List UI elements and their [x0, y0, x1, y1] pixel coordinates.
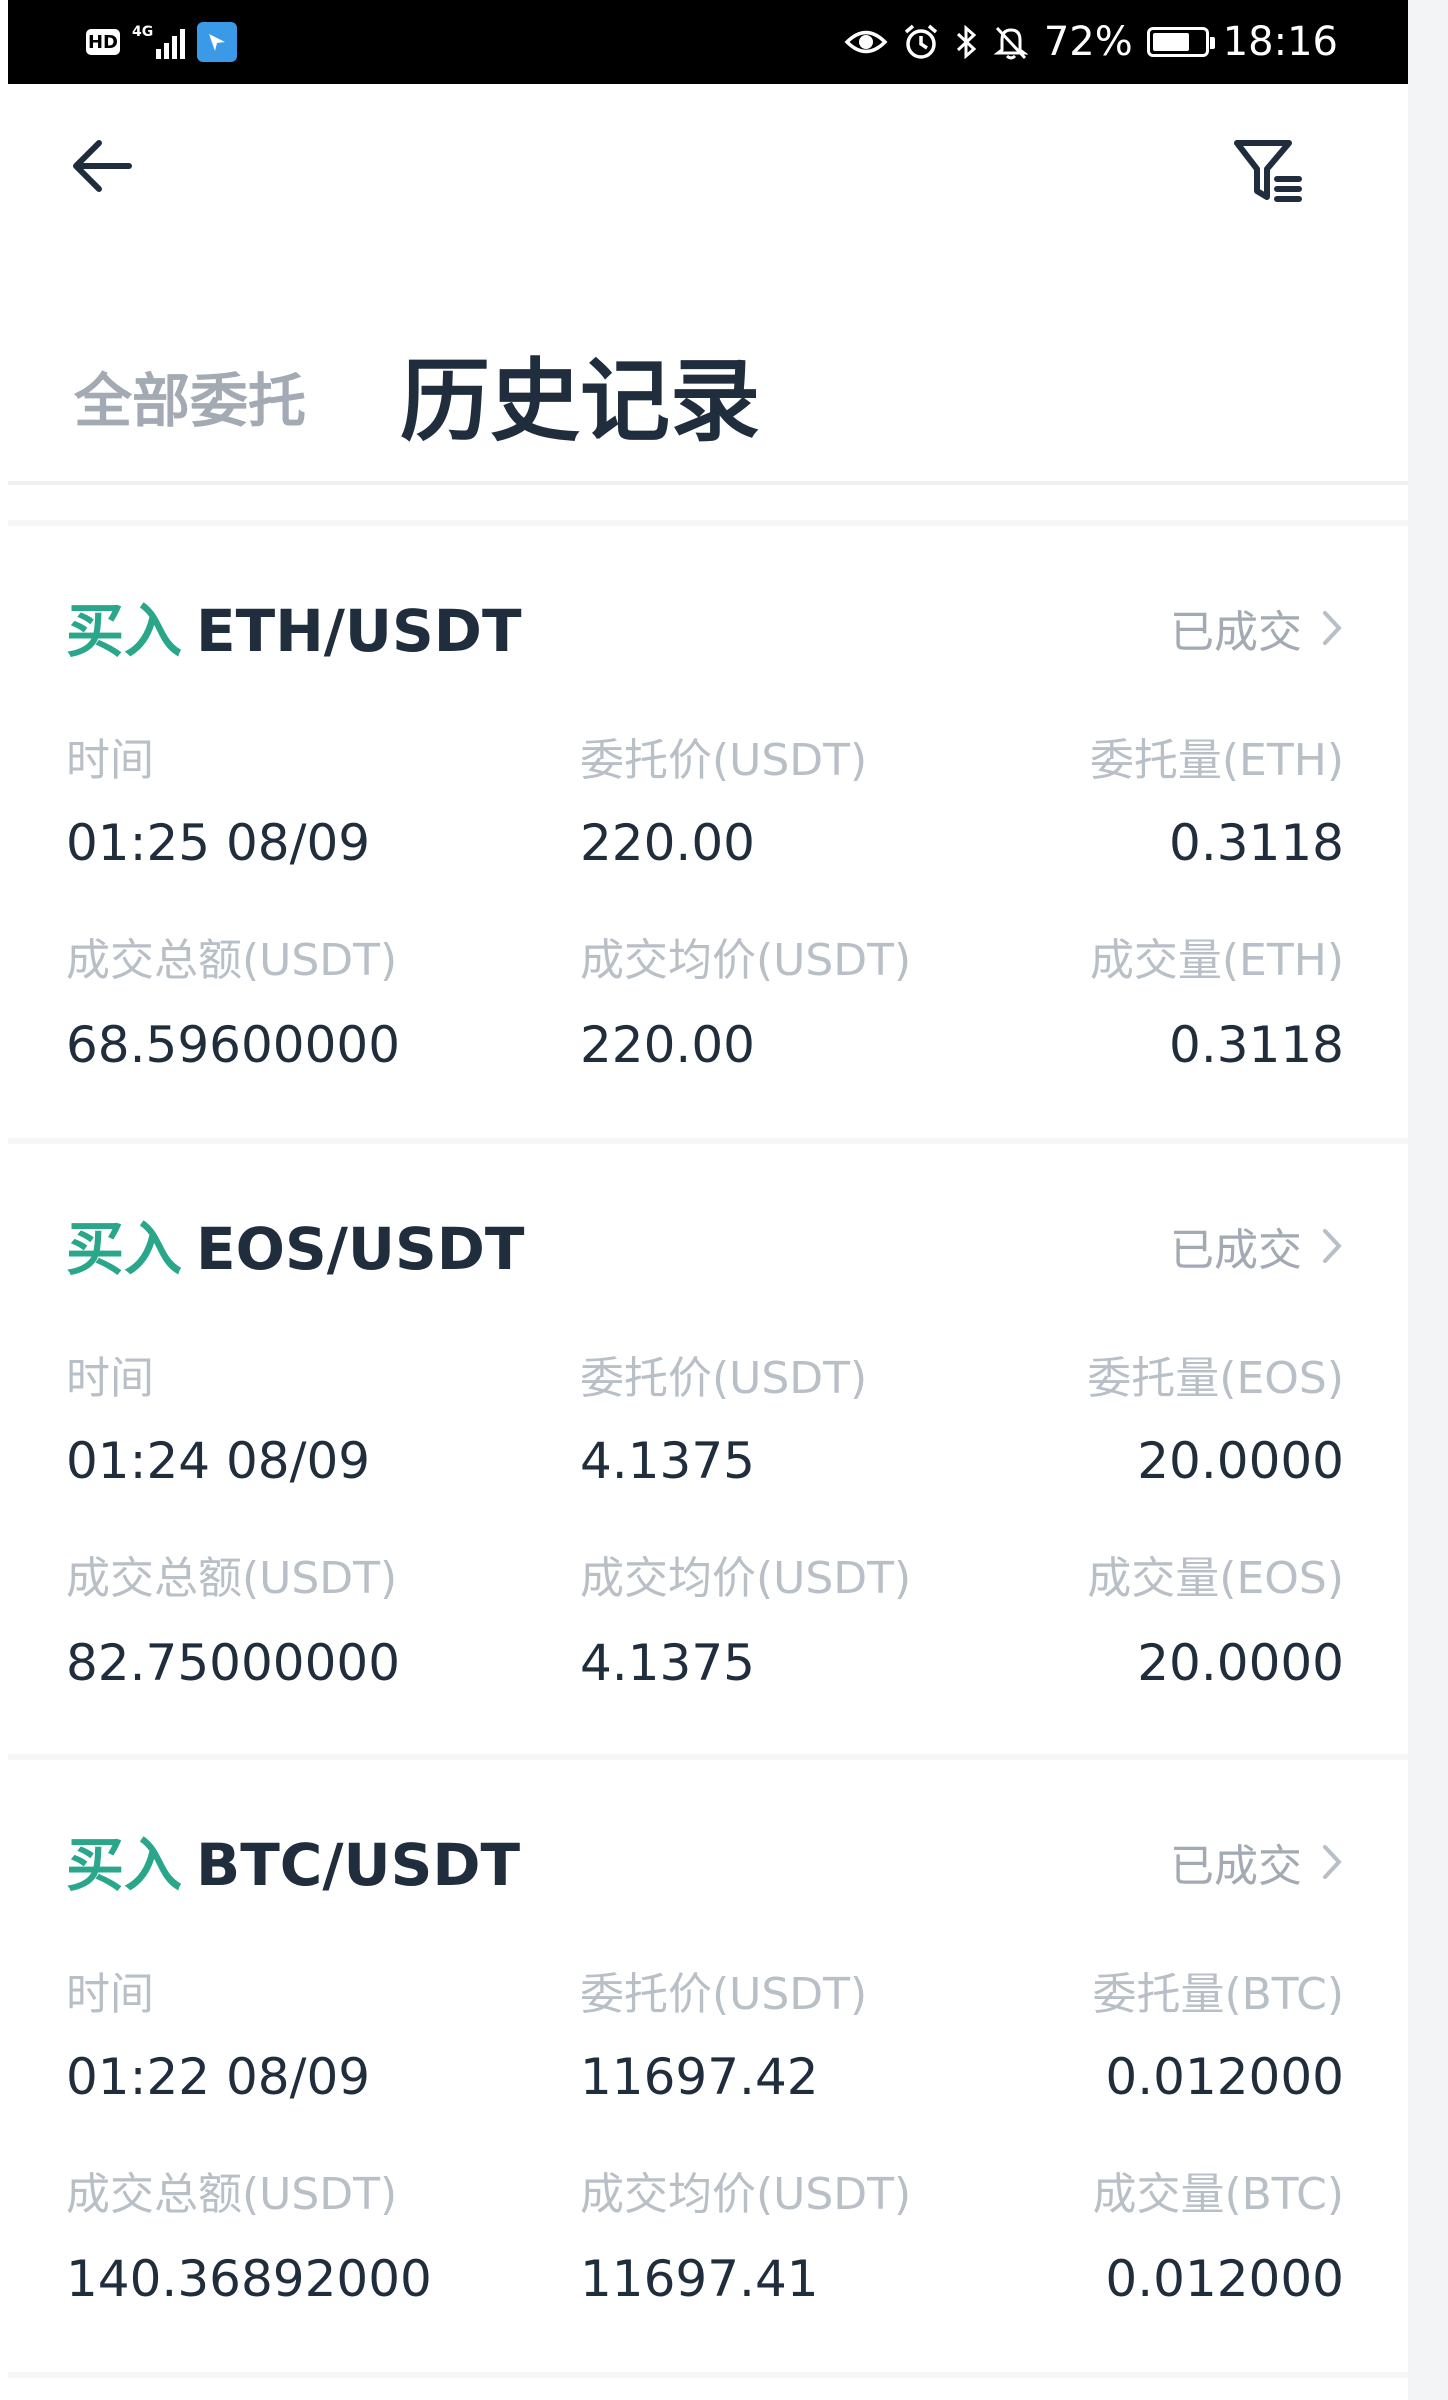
- price-value: 11697.42: [580, 2048, 819, 2106]
- signal-bar: [172, 36, 178, 59]
- trading-pair: BTC/USDT: [196, 1831, 521, 1899]
- tab-all-orders[interactable]: 全部委托: [74, 367, 307, 435]
- price-label: 委托价(USDT): [580, 1969, 868, 2020]
- divider: [8, 481, 1408, 485]
- status-bar-right: 72% 18:16: [844, 14, 1338, 70]
- filter-icon: [1234, 140, 1302, 202]
- filled-value: 0.012000: [1105, 2250, 1344, 2308]
- order-side: 买入: [66, 1215, 183, 1283]
- filled-label: 成交量(BTC): [1092, 2169, 1344, 2220]
- screen-edge: [1408, 0, 1448, 2400]
- alarm-icon: [902, 23, 940, 61]
- avg-price-label: 成交均价(USDT): [580, 1553, 912, 1604]
- signal-bar: [164, 43, 170, 59]
- total-label: 成交总额(USDT): [66, 2169, 398, 2220]
- order-title: 买入 EOS/USDT: [66, 1202, 524, 1286]
- divider: [8, 1138, 1408, 1144]
- total-value: 82.75000000: [66, 1634, 401, 1692]
- back-button[interactable]: [62, 126, 142, 206]
- filled-value: 0.3118: [1169, 1016, 1344, 1074]
- signal-bar: [180, 29, 186, 59]
- signal-bar: [156, 49, 162, 59]
- amount-value: 0.012000: [1105, 2048, 1344, 2106]
- battery-percent: 72%: [1043, 19, 1133, 65]
- muted-bell-icon: [992, 23, 1030, 61]
- signal-strength-icon: 4G: [132, 24, 186, 59]
- trading-pair: EOS/USDT: [196, 1215, 525, 1283]
- chevron-right-icon: [1323, 611, 1342, 645]
- order-status: 已成交: [1170, 607, 1302, 658]
- order-card-btc[interactable]: 买入 BTC/USDT 已成交 时间 委托价(USDT) 委托量(BTC) 01:…: [8, 1760, 1408, 2372]
- eye-icon: [844, 25, 888, 59]
- order-status-link[interactable]: 已成交: [1170, 596, 1344, 660]
- status-bar-left: HD 4G: [86, 14, 238, 70]
- app-screen: HD 4G: [8, 0, 1408, 2400]
- order-title: 买入 BTC/USDT: [66, 1818, 520, 1902]
- filled-label: 成交量(EOS): [1087, 1553, 1344, 1604]
- order-status-link[interactable]: 已成交: [1170, 1214, 1344, 1278]
- time-label: 时间: [66, 1969, 154, 2020]
- amount-label: 委托量(BTC): [1092, 1969, 1344, 2020]
- avg-price-label: 成交均价(USDT): [580, 2169, 912, 2220]
- total-label: 成交总额(USDT): [66, 935, 398, 986]
- avg-price-value: 4.1375: [580, 1634, 755, 1692]
- clock-time: 18:16: [1222, 19, 1338, 65]
- order-status: 已成交: [1170, 1225, 1302, 1276]
- trading-pair: ETH/USDT: [196, 597, 522, 665]
- arrow-left-icon: [73, 140, 132, 192]
- time-value: 01:25 08/09: [66, 814, 371, 872]
- price-value: 220.00: [580, 814, 755, 872]
- bluetooth-icon: [954, 23, 978, 61]
- divider: [8, 1754, 1408, 1760]
- network-type-label: 4G: [132, 24, 154, 40]
- total-value: 140.36892000: [66, 2250, 432, 2308]
- filled-label: 成交量(ETH): [1089, 935, 1344, 986]
- filled-value: 20.0000: [1137, 1634, 1344, 1692]
- amount-value: 0.3118: [1169, 814, 1344, 872]
- status-bar: HD 4G: [8, 0, 1408, 84]
- order-tabs: 全部委托 历史记录: [66, 318, 1366, 458]
- avg-price-value: 11697.41: [580, 2250, 819, 2308]
- order-status-link[interactable]: 已成交: [1170, 1830, 1344, 1894]
- order-side: 买入: [66, 597, 183, 665]
- hd-badge: HD: [86, 29, 120, 55]
- price-label: 委托价(USDT): [580, 735, 868, 786]
- chevron-right-icon: [1323, 1845, 1342, 1879]
- total-value: 68.59600000: [66, 1016, 401, 1074]
- order-card-eth[interactable]: 买入 ETH/USDT 已成交 时间 委托价(USDT) 委托量(ETH) 01:…: [8, 526, 1408, 1138]
- time-label: 时间: [66, 1353, 154, 1404]
- price-value: 4.1375: [580, 1432, 755, 1490]
- order-card-eos[interactable]: 买入 EOS/USDT 已成交 时间 委托价(USDT) 委托量(EOS) 01:…: [8, 1144, 1408, 1756]
- avg-price-label: 成交均价(USDT): [580, 935, 912, 986]
- amount-value: 20.0000: [1137, 1432, 1344, 1490]
- total-label: 成交总额(USDT): [66, 1553, 398, 1604]
- battery-level: [1152, 33, 1189, 51]
- order-side: 买入: [66, 1831, 183, 1899]
- divider: [8, 2372, 1408, 2378]
- battery-icon: [1146, 27, 1215, 57]
- amount-label: 委托量(ETH): [1089, 735, 1344, 786]
- order-title: 买入 ETH/USDT: [66, 584, 522, 668]
- notification-app-icon: [197, 22, 238, 62]
- price-label: 委托价(USDT): [580, 1353, 868, 1404]
- amount-label: 委托量(EOS): [1087, 1353, 1344, 1404]
- divider: [8, 520, 1408, 526]
- time-value: 01:22 08/09: [66, 2048, 371, 2106]
- time-label: 时间: [66, 735, 154, 786]
- chevron-right-icon: [1323, 1229, 1342, 1263]
- order-status: 已成交: [1170, 1841, 1302, 1892]
- time-value: 01:24 08/09: [66, 1432, 371, 1490]
- avg-price-value: 220.00: [580, 1016, 755, 1074]
- filter-button[interactable]: [1224, 126, 1314, 216]
- tab-history[interactable]: 历史记录: [400, 349, 760, 454]
